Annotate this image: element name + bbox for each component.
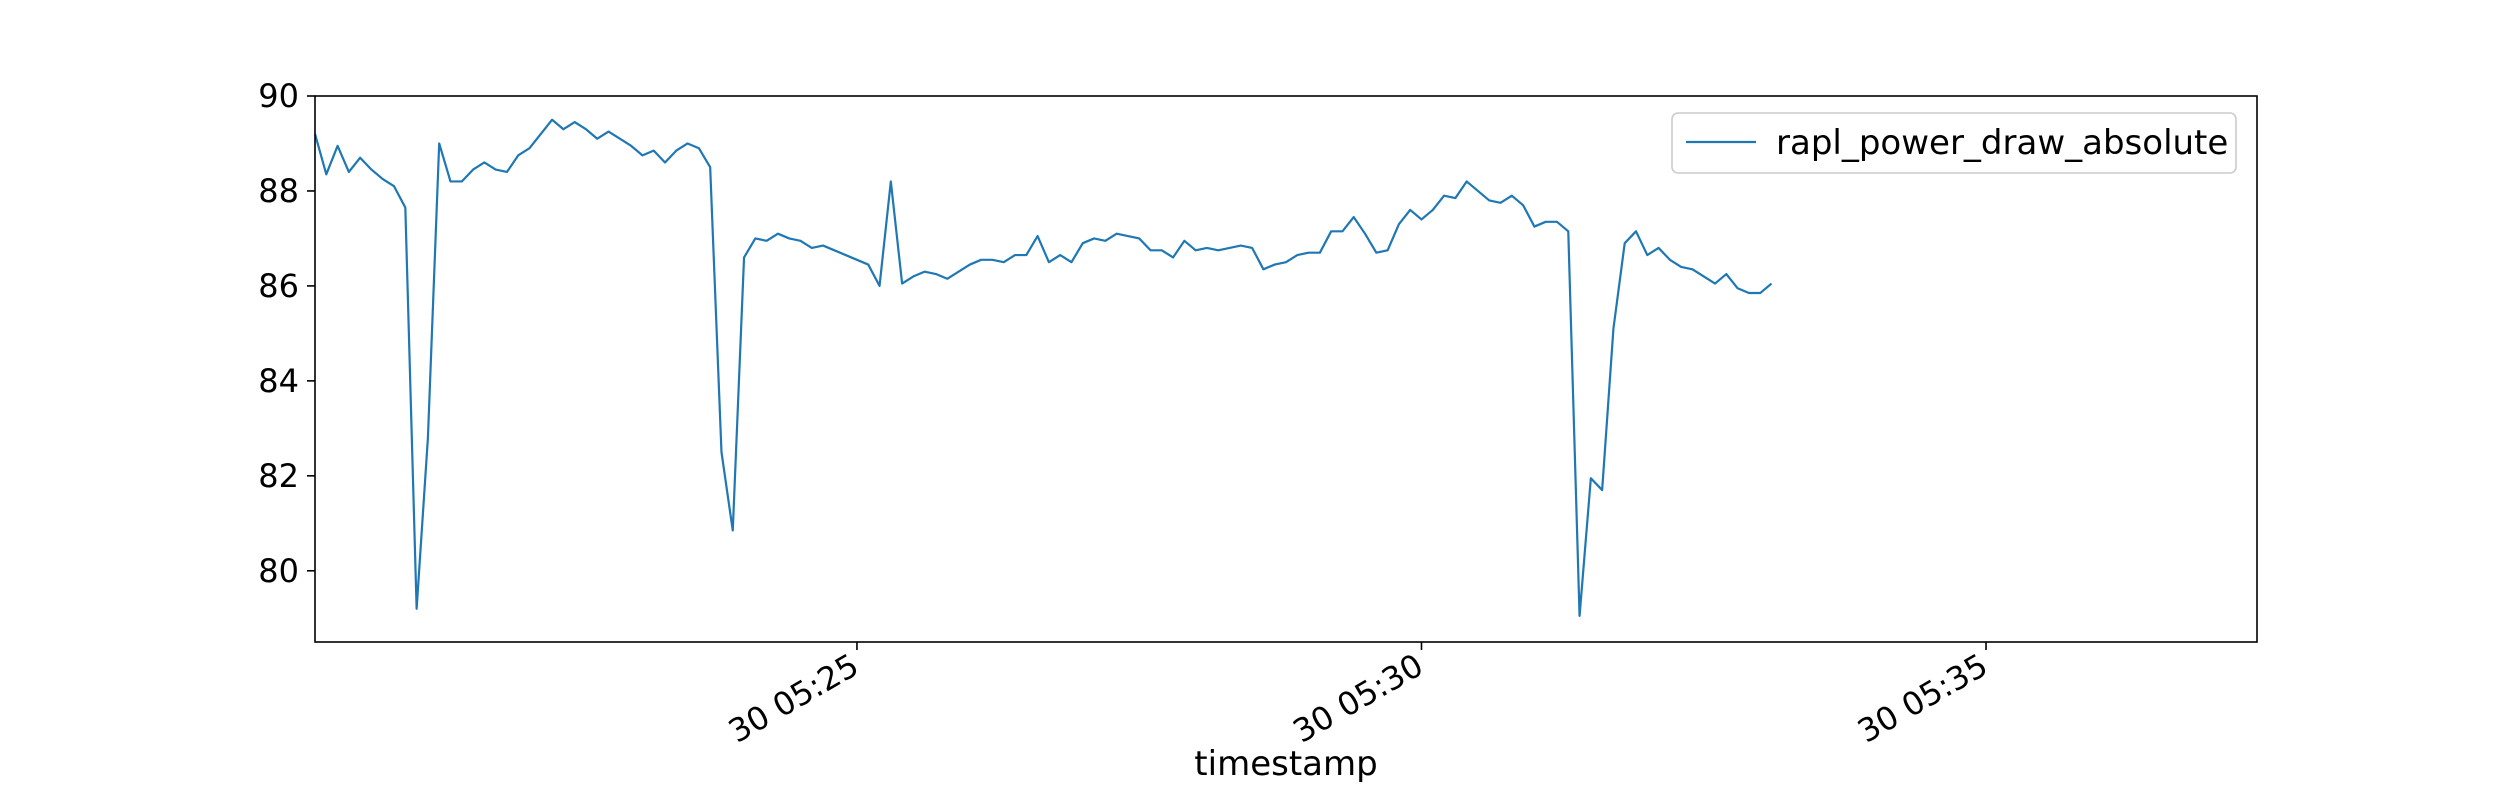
legend-label: rapl_power_draw_absolute <box>1776 123 2228 163</box>
y-tick-label: 80 <box>258 552 299 590</box>
plot-frame <box>314 95 2258 643</box>
legend: rapl_power_draw_absolute <box>1671 112 2237 174</box>
y-tick-label: 82 <box>258 457 299 495</box>
series-line-rapl_power_draw_absolute <box>313 118 1773 617</box>
y-tick-label: 90 <box>258 77 299 115</box>
x-axis-label: timestamp <box>1194 744 1377 784</box>
legend-box <box>1671 112 2237 174</box>
y-tick-label: 86 <box>258 267 299 305</box>
plot-area <box>313 118 1773 617</box>
y-tick-label: 88 <box>258 172 299 210</box>
y-axis: 80 82 84 86 88 90 <box>258 77 315 590</box>
y-tick-label: 84 <box>258 362 299 400</box>
